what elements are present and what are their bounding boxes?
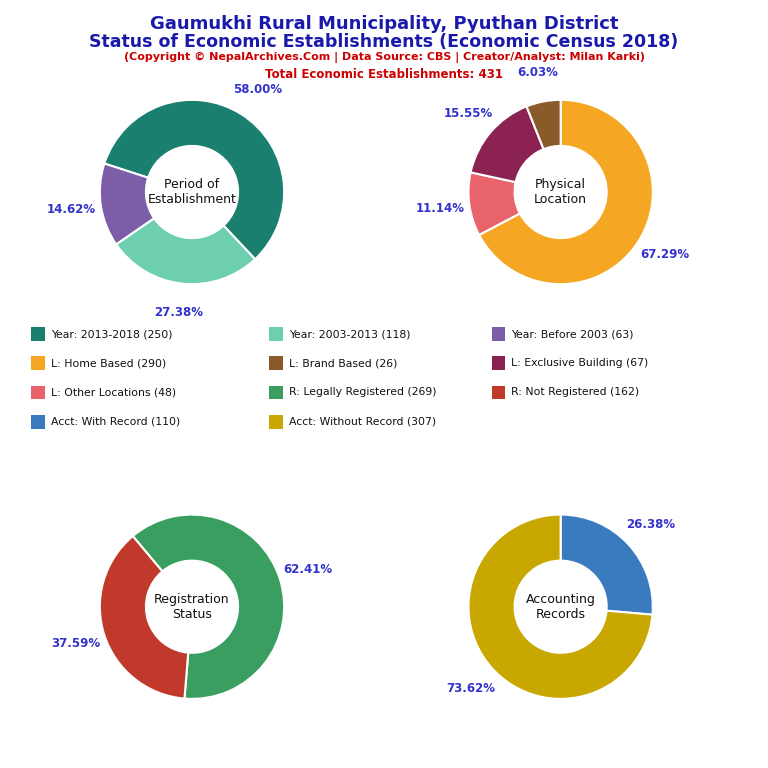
Text: 62.41%: 62.41% [283, 563, 333, 576]
Wedge shape [561, 515, 653, 614]
Text: 15.55%: 15.55% [443, 107, 492, 120]
Text: 14.62%: 14.62% [47, 203, 96, 216]
Text: Status of Economic Establishments (Economic Census 2018): Status of Economic Establishments (Econo… [89, 33, 679, 51]
Text: L: Brand Based (26): L: Brand Based (26) [289, 358, 397, 369]
Text: Year: 2003-2013 (118): Year: 2003-2013 (118) [289, 329, 410, 339]
Text: Physical
Location: Physical Location [534, 178, 588, 206]
Wedge shape [471, 107, 544, 182]
Text: Gaumukhi Rural Municipality, Pyuthan District: Gaumukhi Rural Municipality, Pyuthan Dis… [150, 15, 618, 33]
Wedge shape [527, 100, 561, 149]
Text: Year: Before 2003 (63): Year: Before 2003 (63) [511, 329, 634, 339]
Text: 37.59%: 37.59% [51, 637, 101, 650]
Text: 73.62%: 73.62% [446, 683, 495, 696]
Text: Year: 2013-2018 (250): Year: 2013-2018 (250) [51, 329, 172, 339]
Text: L: Exclusive Building (67): L: Exclusive Building (67) [511, 358, 649, 369]
Text: 26.38%: 26.38% [626, 518, 675, 531]
Text: L: Other Locations (48): L: Other Locations (48) [51, 387, 176, 398]
Text: R: Not Registered (162): R: Not Registered (162) [511, 387, 640, 398]
Text: 27.38%: 27.38% [154, 306, 204, 319]
Text: Period of
Establishment: Period of Establishment [147, 178, 237, 206]
Text: 58.00%: 58.00% [233, 83, 282, 96]
Wedge shape [116, 218, 255, 284]
Text: Acct: With Record (110): Acct: With Record (110) [51, 416, 180, 427]
Text: Registration
Status: Registration Status [154, 593, 230, 621]
Text: R: Legally Registered (269): R: Legally Registered (269) [289, 387, 436, 398]
Text: 6.03%: 6.03% [518, 66, 558, 79]
Wedge shape [133, 515, 284, 699]
Wedge shape [468, 515, 653, 699]
Text: 11.14%: 11.14% [415, 202, 465, 215]
Text: Total Economic Establishments: 431: Total Economic Establishments: 431 [265, 68, 503, 81]
Wedge shape [468, 172, 520, 235]
Text: L: Home Based (290): L: Home Based (290) [51, 358, 166, 369]
Wedge shape [100, 536, 188, 699]
Text: 67.29%: 67.29% [641, 248, 690, 261]
Text: (Copyright © NepalArchives.Com | Data Source: CBS | Creator/Analyst: Milan Karki: (Copyright © NepalArchives.Com | Data So… [124, 52, 644, 63]
Wedge shape [100, 164, 154, 244]
Wedge shape [479, 100, 653, 284]
Wedge shape [104, 100, 284, 260]
Text: Acct: Without Record (307): Acct: Without Record (307) [289, 416, 436, 427]
Text: Accounting
Records: Accounting Records [526, 593, 595, 621]
